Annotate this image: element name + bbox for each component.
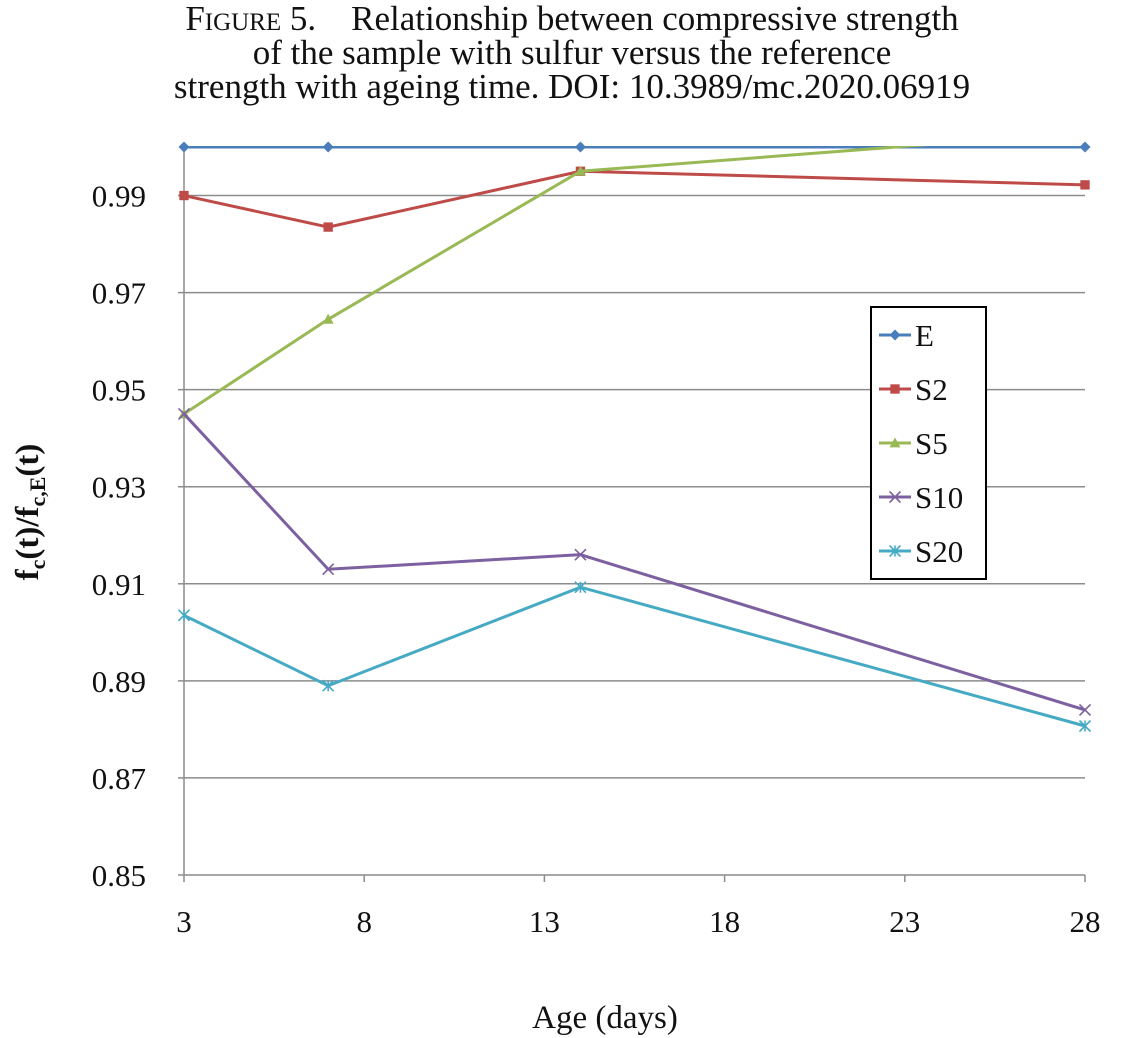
legend-marker <box>889 329 901 341</box>
legend-label: S10 <box>915 480 963 515</box>
y-tick-label: 0.87 <box>92 761 146 796</box>
data-point-s20 <box>177 609 191 622</box>
x-tick-label: 18 <box>709 904 740 939</box>
legend-item-s20: S20 <box>879 534 963 569</box>
x-tick-label: 23 <box>889 904 920 939</box>
y-axis-title-part: (t) <box>10 444 46 477</box>
series-e <box>178 141 1091 153</box>
y-tick-label: 0.99 <box>92 179 146 214</box>
series-s10 <box>177 407 1092 717</box>
y-axis-title-subscript: c <box>25 559 50 569</box>
data-point-s10 <box>1078 703 1092 717</box>
tick-labels: 0.85 0.87 0.89 0.91 0.93 0.95 0.97 0.99 3 8 13 18 23… <box>92 179 1101 939</box>
data-point-s20 <box>574 581 587 594</box>
data-series <box>177 141 1092 733</box>
data-point-s10 <box>574 548 587 561</box>
data-point-e <box>574 141 586 153</box>
y-tick-label: 0.89 <box>92 664 146 699</box>
caption-line-3: strength with ageing time. DOI: 10.3989/… <box>173 67 971 106</box>
series-line-s20 <box>183 585 1086 728</box>
y-tick-label: 0.85 <box>92 858 146 893</box>
x-tick-label: 8 <box>356 904 372 939</box>
series-line-s10 <box>182 412 1086 712</box>
x-axis-title: Age (days) <box>532 1000 678 1036</box>
y-tick-label: 0.95 <box>92 373 146 408</box>
series-line-s2 <box>183 169 1086 229</box>
data-point-s5 <box>322 313 334 324</box>
data-point-e <box>1079 141 1091 153</box>
data-point-s10 <box>322 563 335 576</box>
y-axis-title: fc(t)/fc,E(t) <box>10 444 50 581</box>
legend-marker <box>888 490 902 504</box>
legend-marker <box>888 544 902 558</box>
x-tick-label: 3 <box>176 904 192 939</box>
legend-label: S2 <box>915 372 948 407</box>
legend-label: E <box>915 318 934 353</box>
data-point-s2 <box>323 222 333 232</box>
data-point-e <box>322 141 334 153</box>
legend-item-e: E <box>879 318 934 353</box>
data-point-s2 <box>1080 180 1090 190</box>
legend-item-s5: S5 <box>879 426 948 461</box>
series-line-s5 <box>183 146 929 416</box>
data-point-s5 <box>574 165 586 176</box>
data-point-s10 <box>177 407 191 420</box>
axes <box>178 147 1086 882</box>
y-tick-label: 0.91 <box>92 567 146 602</box>
y-tick-label: 0.97 <box>92 276 146 311</box>
data-point-s2 <box>179 190 189 201</box>
y-axis-title-part: f <box>10 568 46 580</box>
legend-marker <box>890 384 900 394</box>
y-axis-title-part: (t)/f <box>10 506 46 560</box>
legend: E S2 S5 S10 S20 <box>870 306 987 580</box>
caption-line-2: of the sample with sulfur versus the ref… <box>252 33 892 72</box>
series-s20 <box>177 581 1092 733</box>
series-s2 <box>179 166 1090 232</box>
legend-label: S5 <box>915 426 948 461</box>
legend-item-s2: S2 <box>879 372 948 407</box>
y-axis-title-subscript: c,E <box>25 477 50 507</box>
legend-label: S20 <box>915 534 963 569</box>
figure-label: Figure 5. <box>185 0 317 38</box>
legend-marker <box>889 437 901 448</box>
caption-text-1: Relationship between compressive strengt… <box>351 0 959 38</box>
x-tick-label: 13 <box>529 904 560 939</box>
gridlines <box>184 146 1085 779</box>
data-point-s20 <box>322 679 335 692</box>
figure-caption: Figure 5. Relationship between compressi… <box>0 0 1144 106</box>
y-tick-label: 0.93 <box>92 470 146 505</box>
caption-line-1: Figure 5. Relationship between compressi… <box>0 0 1144 38</box>
legend-items: E S2 S5 S10 S20 <box>879 318 963 569</box>
x-tick-label: 28 <box>1070 904 1101 939</box>
data-point-s20 <box>1078 719 1092 733</box>
data-point-e <box>178 141 190 153</box>
legend-item-s10: S10 <box>879 480 963 515</box>
